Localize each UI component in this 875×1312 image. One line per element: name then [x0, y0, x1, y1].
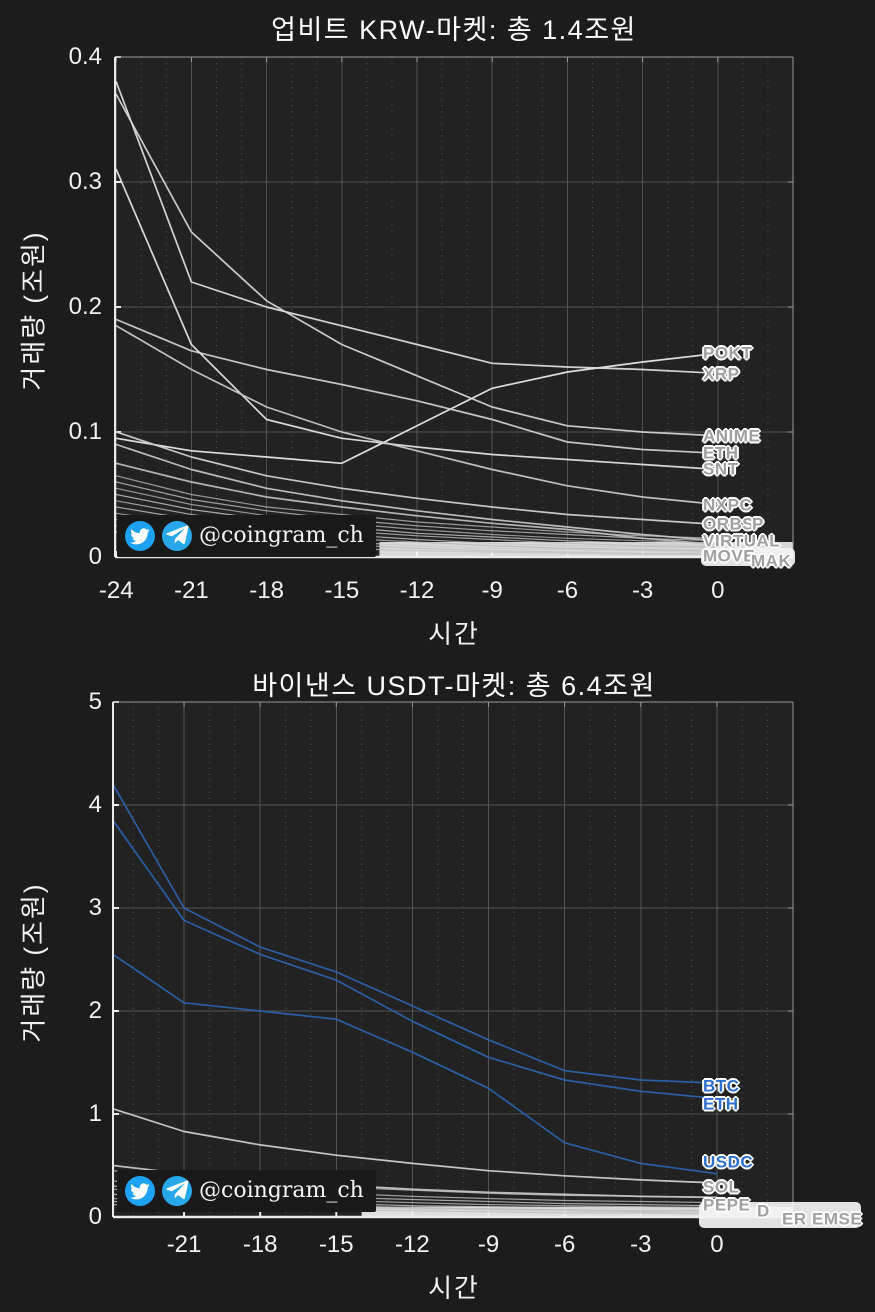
chart2-title: 바이낸스 USDT-마켓: 총 6.4조원 [252, 671, 656, 701]
series-line-ETH [115, 318, 719, 455]
series-label-virtual: VIRTUAL [703, 531, 781, 551]
series-line-SOL [112, 1107, 718, 1184]
series-line-other [115, 481, 719, 542]
x-tick-label: -24 [98, 577, 134, 604]
series-label-eth-krw: ETH [703, 443, 739, 463]
twitter-icon [125, 1176, 155, 1206]
series-label-usdc: USDC [703, 1152, 754, 1172]
x-tick-label: -21 [166, 1231, 202, 1258]
plot-area [113, 702, 793, 1217]
series-label-nxpc: NXPC [703, 495, 753, 515]
y-tick-label: 1 [88, 1100, 102, 1127]
x-tick-label: 0 [710, 1231, 724, 1258]
series-label-eth-usdt: ETH [703, 1094, 739, 1114]
y-tick-label: 3 [88, 894, 102, 921]
y-tick-label: 0.3 [68, 168, 102, 195]
label-overlap-blob [699, 1202, 861, 1228]
label-fragment-emse: EMSE [812, 1209, 863, 1229]
series-line-ETH [112, 819, 718, 1100]
x-tick-label: -12 [395, 1231, 430, 1258]
series-label-anime: ANIME [703, 426, 761, 446]
low-volume-band [361, 1206, 793, 1217]
label-fragment-p: P [752, 514, 764, 534]
chart2-x-axis-label: 시간 [428, 1273, 480, 1303]
series-label-snt: SNT [703, 459, 739, 479]
series-line-XRP [115, 81, 719, 375]
series-line-other [115, 493, 719, 547]
chart1-title: 업비트 KRW-마켓: 총 1.4조원 [271, 15, 637, 45]
series-line-USDC [112, 953, 718, 1175]
y-tick-label: 5 [88, 688, 102, 715]
series-label-pepe: PEPE [703, 1195, 751, 1215]
series-line-POKT [115, 352, 719, 465]
series-label-sol: SOL [703, 1177, 740, 1197]
x-tick-label: -6 [553, 1231, 576, 1258]
series-label-pokt: POKT [703, 343, 753, 363]
x-tick-label: -9 [477, 1231, 500, 1258]
series-line-other [115, 487, 719, 544]
series-label-move: MOVE [703, 546, 756, 566]
series-line-BTC [112, 783, 718, 1084]
x-tick-label: -3 [631, 577, 654, 604]
series-line-ANIME [115, 93, 719, 437]
y-tick-label: 0.1 [68, 418, 102, 445]
watermark-handle: @coingram_ch [199, 523, 364, 548]
telegram-icon [162, 1176, 192, 1206]
watermark-chart2: @coingram_ch [117, 1170, 376, 1212]
y-tick-label: 0 [88, 543, 102, 570]
series-line-NXPC [115, 324, 719, 506]
x-tick-label: -3 [630, 1231, 652, 1258]
series-line-MOVE [115, 462, 719, 546]
series-label-xrp: XRP [703, 364, 740, 384]
x-tick-label: -15 [318, 1231, 354, 1258]
telegram-icon [162, 521, 192, 551]
series-label-btc: BTC [703, 1076, 740, 1096]
y-tick-label: 2 [88, 997, 102, 1024]
x-tick-label: -15 [324, 577, 360, 604]
x-tick-label: -18 [242, 1231, 278, 1258]
x-tick-label: -18 [249, 577, 284, 604]
label-fragment-d: D [757, 1201, 770, 1221]
watermark-handle: @coingram_ch [199, 1178, 364, 1203]
y-tick-label: 0 [88, 1203, 102, 1230]
chart2-y-axis-label: 거래량 (조원) [18, 882, 49, 1043]
label-fragment-mak: MAK [751, 551, 792, 571]
x-tick-label: 0 [711, 577, 725, 604]
twitter-icon [125, 521, 155, 551]
watermark-chart1: @coingram_ch [117, 515, 376, 557]
y-tick-label: 4 [88, 791, 102, 818]
x-tick-label: -12 [399, 577, 435, 604]
series-line-SNT [115, 168, 719, 471]
chart1-x-axis-label: 시간 [428, 619, 480, 649]
x-tick-label: -6 [556, 577, 579, 604]
series-label-orbs: ORBS [703, 514, 755, 534]
x-tick-label: -9 [481, 577, 503, 604]
label-overlap-blob [701, 548, 795, 566]
y-tick-label: 0.4 [68, 43, 102, 70]
label-fragment-er: ER [782, 1209, 807, 1229]
series-line-VIRTUAL [115, 443, 719, 542]
series-line-ORBS [115, 431, 719, 526]
x-tick-label: -21 [174, 577, 209, 604]
y-tick-label: 0.2 [68, 293, 102, 320]
